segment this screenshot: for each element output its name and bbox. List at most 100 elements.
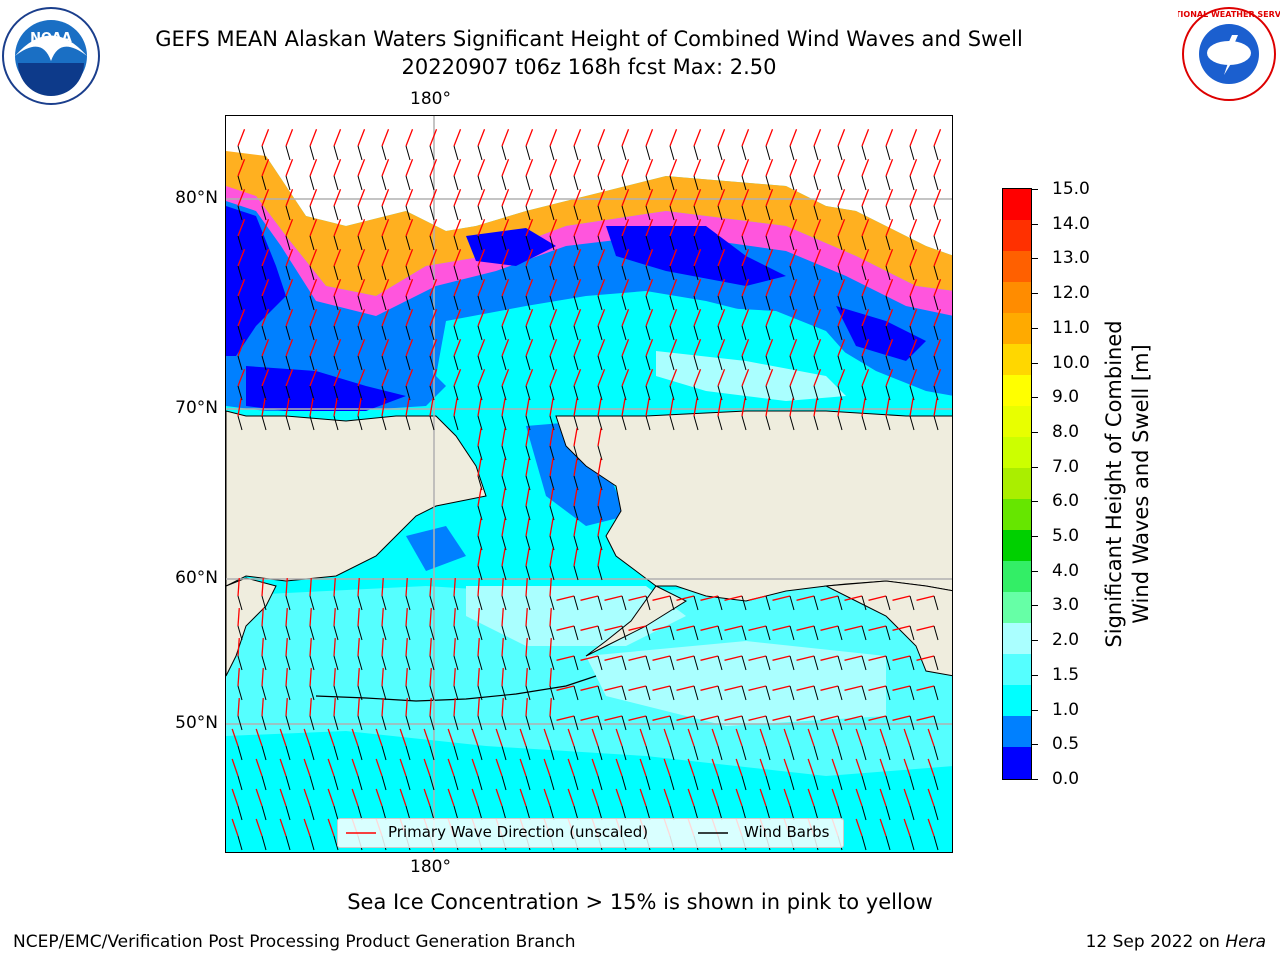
wind-barb [621, 145, 627, 161]
wave-arrow [501, 398, 506, 417]
wave-arrow [453, 158, 462, 177]
wave-arrow [724, 625, 743, 631]
wave-arrow [501, 667, 504, 687]
wind-barb [333, 625, 339, 641]
wind-barb [501, 415, 507, 431]
wind-barb [525, 325, 531, 341]
wind-barb [789, 715, 795, 731]
wave-arrow [549, 218, 558, 237]
wave-arrow [693, 278, 702, 297]
wind-barb [813, 625, 819, 641]
wind-barb [261, 265, 267, 281]
wind-barb [405, 385, 411, 401]
wave-arrow [405, 697, 408, 717]
wind-barb [549, 565, 555, 581]
wave-arrow [237, 308, 246, 327]
wind-barb [645, 235, 651, 251]
wave-arrow [549, 128, 558, 147]
wave-arrow [261, 338, 270, 357]
wind-barb [525, 385, 531, 401]
wave-arrow [820, 655, 839, 661]
wind-barb [501, 265, 507, 281]
wave-arrow [855, 788, 863, 807]
wave-arrow [525, 697, 528, 717]
wind-barb [573, 235, 579, 251]
wave-arrow [357, 278, 366, 297]
wave-arrow [597, 458, 602, 477]
wind-barb [885, 685, 891, 701]
wave-arrow [591, 728, 599, 747]
wave-arrow [580, 655, 599, 661]
wave-arrow [309, 308, 318, 327]
wave-arrow [573, 518, 578, 537]
wave-arrow [429, 188, 438, 207]
wind-barb [693, 355, 699, 371]
wind-barb [789, 325, 795, 341]
wind-barb [813, 385, 819, 401]
wave-arrow [916, 595, 935, 601]
wave-arrow [429, 637, 432, 657]
wind-barb [549, 715, 555, 731]
wave-arrow [639, 728, 647, 747]
wave-arrow [861, 338, 870, 357]
wind-barb [741, 325, 747, 341]
wave-arrow [903, 818, 911, 837]
colorbar-tick-mark [1032, 397, 1038, 399]
wind-barb [645, 655, 651, 671]
wind-barb [669, 415, 675, 431]
wave-arrow [477, 577, 480, 597]
wind-barb [381, 685, 387, 701]
wind-barb [381, 655, 387, 671]
wind-barb [813, 175, 819, 191]
wave-arrow [501, 278, 510, 297]
wind-barb [789, 205, 795, 221]
wind-barb [933, 625, 939, 641]
wave-arrow [772, 655, 791, 661]
wind-barb [309, 415, 315, 431]
wave-arrow [501, 128, 510, 147]
wind-barb [837, 625, 843, 641]
wave-height-map [225, 115, 953, 853]
wind-barb [861, 295, 867, 311]
wave-arrow [885, 158, 894, 177]
wind-barb [813, 265, 819, 281]
wind-barb [333, 145, 339, 161]
wave-arrow [621, 278, 630, 297]
wind-barb [357, 685, 363, 701]
wind-barb [717, 205, 723, 221]
wind-barb [333, 265, 339, 281]
wind-barb [597, 805, 603, 821]
wave-arrow [700, 625, 719, 631]
wind-barb [333, 745, 339, 761]
wave-arrow [903, 758, 911, 777]
wind-barb [933, 415, 939, 431]
wave-arrow [669, 278, 678, 297]
wave-arrow [309, 338, 318, 357]
wind-barb [909, 265, 915, 281]
wind-barb [693, 685, 699, 701]
wave-arrow [663, 788, 671, 807]
wind-barb [549, 805, 555, 821]
wave-arrow [525, 488, 530, 507]
wind-barb [837, 595, 843, 611]
wind-barb [285, 775, 291, 791]
wind-barb [573, 445, 579, 461]
wind-barb [573, 295, 579, 311]
wind-barb [477, 205, 483, 221]
wave-arrow [693, 158, 702, 177]
wind-barb [597, 265, 603, 281]
colorbar-tick-label: 11.0 [1052, 317, 1090, 338]
wave-arrow [381, 188, 390, 207]
wave-arrow [381, 248, 390, 267]
wind-barb [909, 175, 915, 191]
wave-arrow [405, 667, 408, 687]
wave-arrow [279, 758, 287, 777]
wave-arrow [868, 625, 887, 631]
wind-barb [717, 685, 723, 701]
wave-arrow [693, 128, 702, 147]
wind-barb [429, 745, 435, 761]
wind-barb [669, 805, 675, 821]
wave-arrow [765, 248, 774, 267]
wave-arrow [837, 278, 846, 297]
wave-arrow [645, 248, 654, 267]
